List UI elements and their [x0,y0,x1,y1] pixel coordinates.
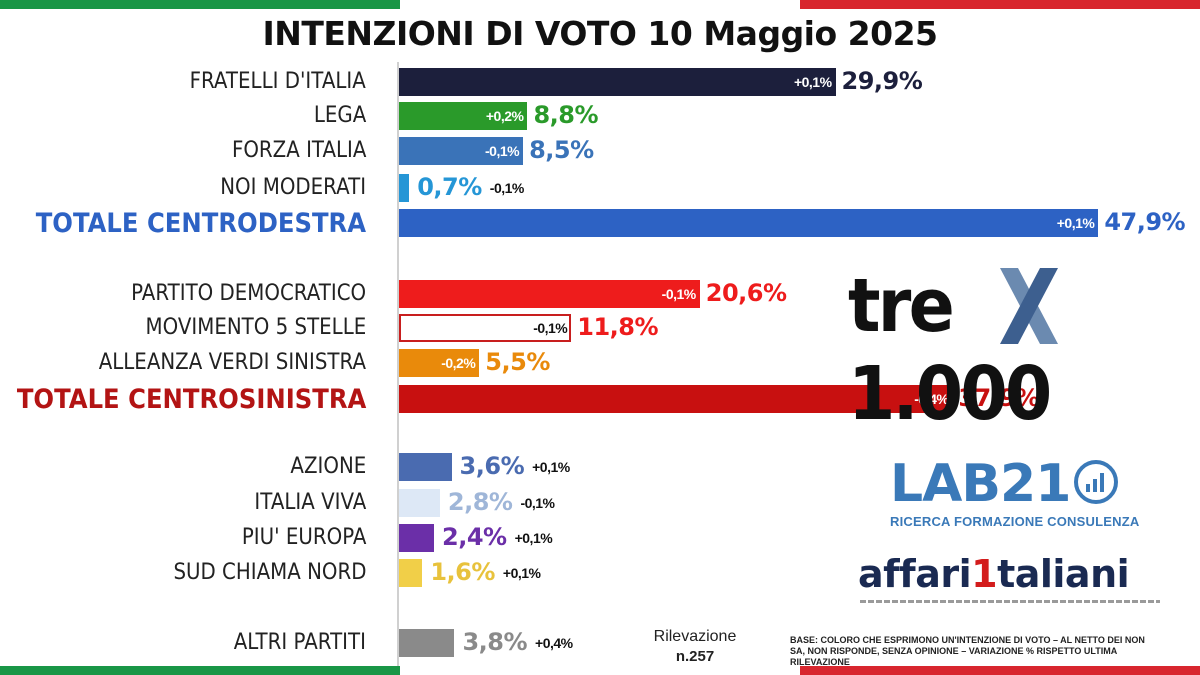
value-label-totale-centrodestra: 47,9% [1104,208,1186,236]
bar-partito-democratico [399,280,700,308]
category-label-fratelli-d-italia: FRATELLI D'ITALIA [189,69,366,94]
category-label-totale-centrodestra: TOTALE CENTRODESTRA [35,208,366,239]
bar-lega [399,102,528,130]
category-label-altri-partiti: ALTRI PARTITI [233,630,366,655]
delta-label-italia-viva: -0,1% [520,495,555,511]
chart-title: INTENZIONI DI VOTO 10 Maggio 2025 [262,14,938,53]
delta-label-sud-chiama-nord: +0,1% [502,565,541,581]
category-label-forza-italia: FORZA ITALIA [231,138,366,163]
lab21-logo: LAB21 RICERCA FORMAZIONE CONSULENZA [890,454,1150,536]
value-label-italia-viva: 2,8% [447,488,513,516]
value-label-totale-centrosinistra: 37,9% [958,384,1040,412]
bar-noi-moderati [399,174,410,202]
bar-sud-chiama-nord [399,559,423,587]
affaritaliani-subline [860,600,1160,603]
delta-label-partito-democratico: -0,1% [661,286,697,302]
trex-logo-text: tre 1.000 [848,263,1052,437]
delta-label-totale-centrosinistra: -0,4% [914,391,949,407]
base-note: BASE: COLORO CHE ESPRIMONO UN'INTENZIONE… [790,635,1145,667]
category-label-lega: LEGA [313,103,366,128]
value-label-partito-democratico: 20,6% [705,279,787,307]
bar-fratelli-d-italia [399,68,836,96]
value-label-alleanza-verdi-sinistra: 5,5% [485,348,550,376]
bar-forza-italia [399,137,524,165]
flag-green [0,0,400,9]
affari-text: affari [858,552,972,596]
value-label-movimento-5-stelle: 11,8% [577,313,659,341]
lab21-chart-icon [1074,460,1118,504]
flag-red [800,0,1200,9]
bar-totale-centrosinistra [399,385,953,413]
delta-label-noi-moderati: -0,1% [489,180,525,196]
category-label-noi-moderati: NOI MODERATI [220,175,366,200]
rilevazione-number: n.257 [675,648,715,665]
bar-italia-viva [399,489,440,517]
category-label-totale-centrosinistra: TOTALE CENTROSINISTRA [16,384,366,415]
rilevazione-label: Rilevazione [653,628,737,645]
flag-white [400,0,800,9]
affari-text-2: taliani [997,552,1130,596]
category-label-alleanza-verdi-sinistra: ALLEANZA VERDI SINISTRA [98,350,366,375]
x-mark-icon [1000,268,1058,344]
value-label-azione: 3,6% [459,452,525,480]
bar-azione [399,453,452,481]
delta-label-fratelli-d-italia: +0,1% [793,74,832,90]
delta-label-movimento-5-stelle: -0,1% [533,320,568,336]
flag-green [0,666,400,675]
flag-stripe-bottom [0,666,1200,675]
lab21-tagline: RICERCA FORMAZIONE CONSULENZA [890,514,1140,529]
rilevazione-info: Rilevazione n.257 [640,627,750,667]
flag-red [800,666,1200,675]
category-label-italia-viva: ITALIA VIVA [254,490,366,515]
delta-label-azione: +0,1% [532,459,570,475]
affaritaliani-logo: affari1taliani [858,550,1168,610]
value-label-altri-partiti: 3,8% [462,628,528,656]
value-label-sud-chiama-nord: 1,6% [430,558,495,586]
delta-label-forza-italia: -0,1% [485,143,520,159]
category-label-movimento-5-stelle: MOVIMENTO 5 STELLE [145,315,366,340]
flag-stripe-top [0,0,1200,9]
category-label-sud-chiama-nord: SUD CHIAMA NORD [172,560,366,585]
delta-label-altri-partiti: +0,4% [535,635,573,651]
trex-1000-logo: tre 1.000 [848,262,1178,437]
bar-movimento-5-stelle [399,314,572,342]
chart-axis-line [397,62,399,666]
category-label-azione: AZIONE [290,454,366,479]
category-label-piu-europa: PIU' EUROPA [241,525,366,550]
bar-totale-centrodestra [399,209,1099,237]
bar-piu-europa [399,524,435,552]
category-label-partito-democratico: PARTITO DEMOCRATICO [130,281,366,306]
lab21-logo-name: LAB21 [890,454,1071,514]
value-label-piu-europa: 2,4% [442,523,507,551]
delta-label-piu-europa: +0,1% [514,530,553,546]
delta-label-alleanza-verdi-sinistra: -0,2% [441,355,476,371]
bar-altri-partiti [399,629,455,657]
value-label-fratelli-d-italia: 29,9% [841,67,923,95]
value-label-forza-italia: 8,5% [529,136,594,164]
delta-label-lega: +0,2% [485,108,524,124]
flag-white [400,666,800,675]
bar-alleanza-verdi-sinistra [399,349,480,377]
affari-one: 1 [971,552,998,596]
value-label-noi-moderati: 0,7% [417,173,482,201]
delta-label-totale-centrodestra: +0,1% [1056,215,1095,231]
affaritaliani-logo-name: affari1taliani [858,550,1130,598]
value-label-lega: 8,8% [533,101,599,129]
